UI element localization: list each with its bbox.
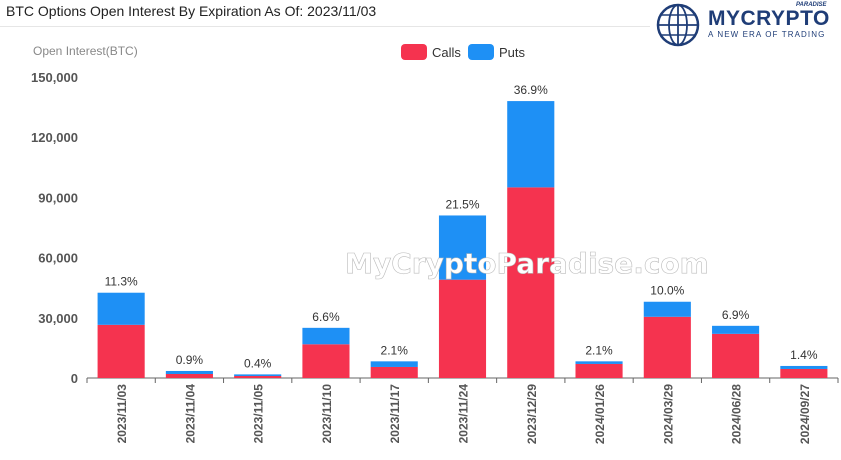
data-label: 2.1% bbox=[381, 343, 409, 357]
x-tick-label: 2024/01/26 bbox=[593, 384, 607, 444]
bar-calls bbox=[165, 373, 213, 378]
bar-puts bbox=[370, 361, 418, 367]
data-label: 21.5% bbox=[445, 197, 479, 211]
y-tick-label: 60,000 bbox=[38, 251, 78, 266]
globe-icon bbox=[656, 3, 700, 47]
bar-puts bbox=[643, 301, 691, 317]
data-label: 0.9% bbox=[176, 353, 204, 367]
legend-swatch-puts bbox=[468, 44, 494, 60]
bar-calls bbox=[643, 316, 691, 378]
bar-calls bbox=[712, 333, 760, 378]
bar-puts bbox=[575, 361, 623, 364]
x-tick-label: 2024/03/29 bbox=[661, 384, 675, 444]
data-label: 0.4% bbox=[244, 356, 272, 370]
bar-calls bbox=[234, 375, 282, 378]
logo-superscript: PARADISE bbox=[796, 2, 827, 8]
data-label: 36.9% bbox=[514, 83, 548, 97]
data-label: 2.1% bbox=[585, 343, 613, 357]
data-label: 6.6% bbox=[312, 310, 340, 324]
x-tick-label: 2023/11/03 bbox=[115, 384, 129, 444]
data-label: 11.3% bbox=[105, 275, 138, 289]
bar-puts bbox=[97, 292, 145, 325]
brand-logo: MYCRYPTO PARADISE A NEW ERA OF TRADING bbox=[656, 2, 836, 48]
x-tick-label: 2023/12/29 bbox=[525, 384, 539, 444]
legend-label-puts: Puts bbox=[499, 45, 526, 60]
x-tick-label: 2024/09/27 bbox=[798, 384, 812, 444]
x-tick-label: 2023/11/10 bbox=[320, 384, 334, 444]
bar-puts bbox=[507, 101, 555, 188]
bar-calls bbox=[507, 187, 555, 378]
x-tick-label: 2023/11/04 bbox=[183, 384, 197, 444]
chart-title: BTC Options Open Interest By Expiration … bbox=[6, 3, 377, 19]
legend-swatch-calls bbox=[401, 44, 427, 60]
x-tick-label: 2024/06/28 bbox=[730, 384, 744, 444]
x-tick-label: 2023/11/17 bbox=[388, 384, 402, 444]
header-divider bbox=[0, 26, 650, 27]
logo-tagline: A NEW ERA OF TRADING bbox=[708, 30, 826, 39]
logo-name: MYCRYPTO bbox=[708, 7, 830, 30]
data-label: 6.9% bbox=[722, 308, 750, 322]
data-label: 10.0% bbox=[650, 284, 684, 298]
bar-puts bbox=[438, 215, 487, 280]
bar-calls bbox=[438, 279, 487, 378]
y-tick-label: 120,000 bbox=[31, 130, 78, 145]
x-tick-label: 2023/11/24 bbox=[457, 384, 471, 444]
y-tick-label: 0 bbox=[71, 371, 78, 386]
y-tick-label: 150,000 bbox=[31, 70, 78, 85]
bar-puts bbox=[302, 327, 350, 345]
data-label: 1.4% bbox=[790, 348, 818, 362]
y-tick-label: 30,000 bbox=[38, 311, 78, 326]
bar-calls bbox=[97, 324, 145, 378]
bar-calls bbox=[302, 344, 350, 378]
bar-puts bbox=[712, 325, 760, 334]
bar-puts bbox=[165, 370, 213, 374]
legend-label-calls: Calls bbox=[432, 45, 461, 60]
y-tick-label: 90,000 bbox=[38, 190, 78, 205]
bar-puts bbox=[780, 365, 828, 369]
bar-calls bbox=[780, 368, 828, 378]
bar-calls bbox=[370, 366, 418, 378]
x-tick-label: 2023/11/05 bbox=[252, 384, 266, 444]
y-axis-label: Open Interest(BTC) bbox=[33, 44, 138, 58]
watermark-text: MyCryptoParadise.com bbox=[345, 247, 709, 280]
bar-puts bbox=[234, 374, 282, 376]
bar-calls bbox=[575, 363, 623, 378]
